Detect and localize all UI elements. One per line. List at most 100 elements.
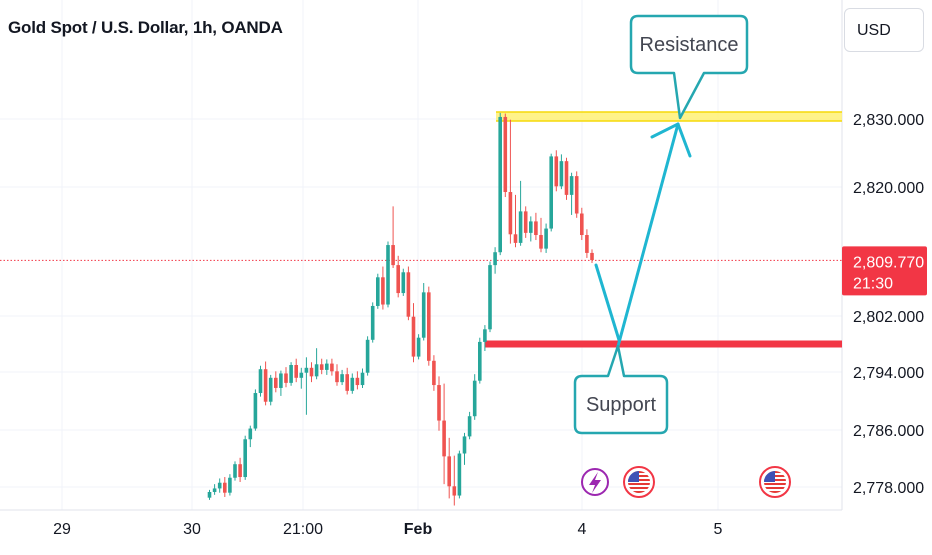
symbol-title[interactable]: Gold Spot / U.S. Dollar, 1h, OANDA (8, 18, 283, 37)
support-callout-box (573, 344, 669, 435)
candle-body (268, 377, 273, 402)
flag-canton (764, 471, 775, 482)
us-flag-event-icon-2 (759, 466, 791, 498)
candle-6 (238, 457, 242, 483)
x-tick-label-5: 5 (714, 521, 723, 538)
candle-body (304, 367, 309, 373)
candle-7 (243, 435, 247, 480)
current-price-value: 2,809.770 (853, 254, 924, 271)
candle-40 (411, 303, 416, 363)
candle-body (376, 277, 380, 306)
candle-body (299, 372, 304, 378)
candle-body (223, 482, 227, 493)
y-axis: 2,830.000 2,820.000 2,802.000 2,794.000 2,78… (853, 112, 924, 497)
candle-body (345, 374, 349, 391)
candle-73 (580, 207, 584, 241)
currency-button[interactable]: USD (844, 8, 924, 52)
x-tick-label-1: 30 (183, 521, 201, 538)
candles (207, 112, 594, 506)
candle-42 (421, 283, 426, 341)
candle-body (360, 372, 365, 386)
candle-20 (309, 362, 314, 383)
y-tick-label-1: 2,820.000 (853, 180, 924, 197)
candle-41 (416, 334, 421, 360)
candle-body (559, 161, 564, 187)
candle-body (314, 364, 319, 377)
candle-43 (427, 286, 431, 366)
candle-75 (590, 249, 594, 263)
candle-66 (544, 223, 548, 253)
candle-body (319, 364, 324, 370)
trend-arrows (594, 122, 692, 352)
resistance-callout-box (629, 14, 749, 120)
callouts: Resistance Support (573, 14, 749, 435)
candle-body (574, 176, 579, 214)
candle-62 (523, 206, 528, 238)
candle-body (391, 245, 395, 266)
candle-body (289, 365, 293, 383)
candle-body (523, 211, 528, 233)
candle-body (518, 211, 523, 243)
candle-68 (554, 150, 559, 192)
flag-stripe (764, 487, 786, 489)
candle-71 (569, 172, 574, 215)
grid (0, 0, 843, 511)
candle-body (238, 464, 242, 478)
candle-74 (585, 229, 589, 258)
candle-body (370, 305, 375, 340)
candle-61 (518, 180, 523, 246)
candle-body (427, 292, 431, 361)
candle-body (396, 265, 400, 294)
candle-body (248, 428, 253, 440)
candle-36 (391, 206, 395, 268)
candle-body (416, 337, 421, 357)
candle-body (325, 363, 329, 370)
up-arrow-line (615, 122, 680, 352)
candle-body (493, 252, 497, 266)
candle-64 (534, 212, 538, 241)
candle-29 (355, 371, 360, 390)
lightning-event-icon (581, 468, 609, 496)
candle-28 (350, 373, 355, 394)
support-line (485, 340, 842, 348)
x-tick-label-2: 21:00 (283, 521, 323, 538)
candle-13 (274, 371, 278, 393)
candle-14 (279, 370, 283, 396)
flag-stripe (764, 483, 786, 485)
candle-body (294, 365, 298, 378)
candle-34 (381, 266, 385, 310)
y-tick-label-2: 2,802.000 (853, 309, 924, 326)
x-tick-label-3: Feb (404, 521, 433, 538)
resistance-zone (496, 111, 842, 121)
candle-46 (442, 383, 446, 485)
support-label: Support (586, 394, 656, 416)
candle-body (437, 385, 441, 421)
candle-body (503, 116, 508, 193)
candle-body (564, 161, 569, 195)
candle-9 (253, 389, 258, 431)
candle-63 (529, 216, 533, 242)
candle-4 (228, 474, 232, 496)
candle-5 (233, 461, 237, 481)
x-tick-label-0: 29 (53, 521, 71, 538)
candle-37 (396, 255, 400, 298)
candle-body (340, 374, 344, 383)
flag-stripe (764, 491, 786, 493)
candle-72 (574, 171, 579, 218)
candle-24 (330, 358, 334, 376)
candle-body (467, 416, 472, 437)
candle-body (534, 221, 538, 236)
candle-11 (263, 361, 268, 406)
flag-stripe (628, 491, 650, 493)
candle-47 (447, 437, 451, 499)
candle-55 (488, 261, 492, 333)
candle-body (457, 453, 462, 496)
candle-body (513, 234, 518, 243)
candle-body (212, 488, 217, 492)
candle-39 (406, 266, 411, 321)
candle-26 (340, 369, 344, 386)
candle-body (462, 436, 467, 454)
candle-body (549, 156, 553, 229)
